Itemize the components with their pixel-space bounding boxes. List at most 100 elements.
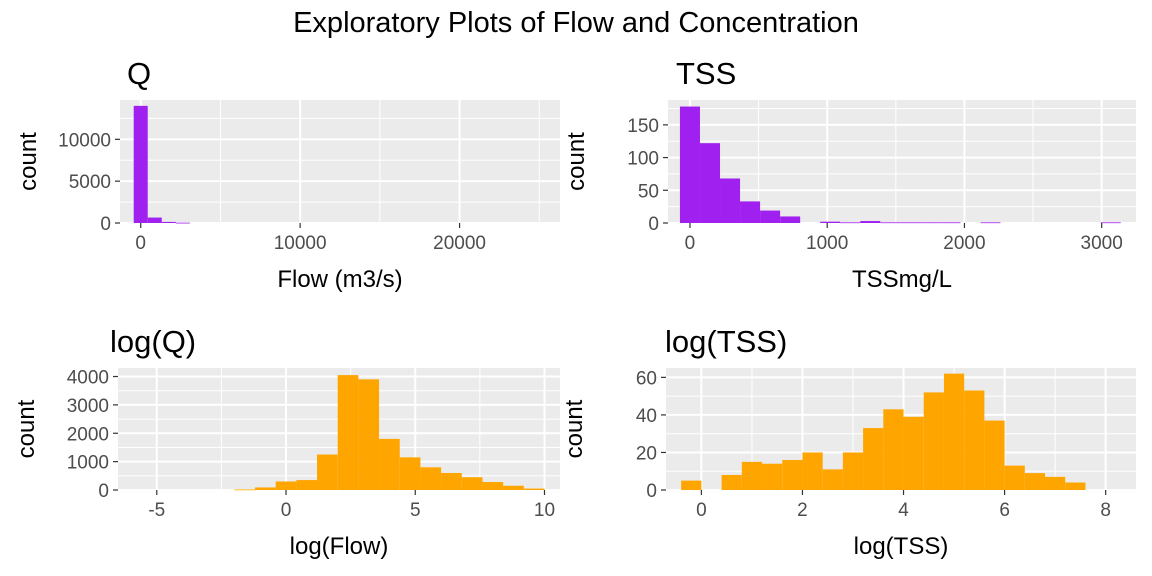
chart4-bar (741, 461, 763, 490)
chart3-bar (523, 488, 545, 490)
chart3-bar (337, 375, 359, 490)
chart1-bar (161, 221, 176, 223)
chart2-y-tick-label: 150 (627, 116, 659, 137)
chart3-y-tick-label: 1000 (67, 453, 109, 474)
chart2-bar (760, 210, 781, 223)
chart2-x-tick-label: 0 (685, 233, 696, 254)
chart3-bar (420, 467, 442, 490)
chart1-y-axis-title: count (15, 132, 42, 191)
chart4-y-tick-label: 20 (636, 443, 657, 464)
chart3-bar (441, 472, 462, 490)
chart2-title: TSS (676, 56, 736, 91)
chart2-bar (840, 222, 861, 224)
chart4-x-tick-label: 0 (696, 500, 707, 521)
chart2-x-tick-label: 1000 (806, 233, 848, 254)
chart1-x-tick-label: 20000 (433, 233, 486, 254)
chart4-bar (923, 392, 944, 490)
chart4-bar (883, 409, 904, 490)
chart4-y-axis-title: count (561, 399, 588, 458)
chart4-bar (863, 428, 884, 490)
chart3-x-axis-title: log(Flow) (290, 533, 389, 560)
chart2-bar (740, 201, 761, 223)
chart2-y-tick-label: 0 (648, 214, 659, 235)
chart4-bar (964, 390, 985, 490)
chart2-y-tick-label: 50 (638, 181, 659, 202)
chart1-y-tick-label: 0 (100, 214, 111, 235)
chart3-title: log(Q) (110, 324, 196, 359)
chart1-y-tick-label: 5000 (69, 172, 111, 193)
chart2-bar (720, 178, 741, 223)
chart4-bar (1065, 482, 1086, 490)
chart3-bar (399, 457, 421, 490)
chart2-bar (940, 222, 961, 224)
chart4-y-tick-label: 60 (636, 368, 657, 389)
chart2-panel: 0 1000 2000 3000 0 50 100 150 TSS TSSmg/L count (563, 56, 1136, 293)
chart1-bar (175, 222, 190, 224)
chart1-panel: 0 10000 20000 0 5000 10000 Q Flow (m3/s) count (15, 56, 560, 293)
chart1-title: Q (127, 56, 151, 91)
chart3-bar (461, 477, 483, 490)
chart1-x-tick-label: 10000 (274, 233, 327, 254)
chart3-bar (275, 481, 297, 490)
chart2-bar (860, 221, 881, 223)
chart4-bar (762, 463, 783, 490)
chart4-y-tick-label: 0 (646, 481, 657, 502)
chart3-bar (482, 482, 504, 490)
chart3-x-tick-label: -5 (148, 500, 165, 521)
chart4-bar (1004, 465, 1025, 490)
chart3-bar (317, 454, 338, 490)
chart3-x-tick-label: 5 (410, 500, 421, 521)
chart4-bar (822, 469, 843, 490)
chart4-bar (842, 452, 864, 490)
chart4-x-axis-title: log(TSS) (854, 533, 949, 560)
chart2-bar (880, 222, 901, 224)
chart1-x-tick-label: 0 (135, 233, 146, 254)
chart4-panel: 0 2 4 6 8 0 20 40 60 log(TSS) log(TSS) count (561, 324, 1136, 560)
chart2-bar (699, 143, 721, 223)
chart2-bar (980, 222, 1001, 224)
chart3-y-tick-label: 4000 (67, 368, 109, 389)
chart4-bar (782, 459, 803, 490)
chart3-bar (234, 489, 255, 491)
chart2-y-axis-title: count (563, 132, 590, 191)
chart1-y-tick-label: 10000 (58, 130, 111, 151)
chart3-bar (254, 487, 276, 490)
chart2-bar (820, 221, 841, 223)
chart2-bar (900, 222, 921, 224)
chart3-bar (296, 480, 318, 490)
figure-title: Exploratory Plots of Flow and Concentrat… (293, 7, 859, 39)
chart4-bar (721, 474, 742, 490)
chart3-bar (379, 438, 400, 490)
chart1-bar (147, 217, 162, 223)
chart4-x-tick-label: 6 (999, 500, 1010, 521)
chart2-x-tick-label: 2000 (943, 233, 985, 254)
chart2-bar (780, 216, 801, 223)
chart3-bar (503, 485, 524, 490)
chart3-y-tick-label: 3000 (67, 396, 109, 417)
chart1-bar (133, 105, 148, 223)
chart4-x-tick-label: 8 (1100, 500, 1111, 521)
chart2-bar (1100, 222, 1121, 224)
chart3-bar (358, 379, 380, 490)
chart2-x-axis-title: TSSmg/L (852, 266, 952, 293)
chart2-x-tick-label: 3000 (1081, 233, 1123, 254)
chart4-bar (984, 420, 1005, 490)
chart2-bar (679, 106, 700, 223)
chart3-x-tick-label: 0 (281, 500, 292, 521)
chart4-bar (903, 416, 924, 490)
chart3-y-tick-label: 2000 (67, 424, 109, 445)
chart2-y-tick-label: 100 (627, 149, 659, 170)
chart4-bar (802, 452, 823, 490)
chart4-bar (1024, 473, 1046, 490)
chart2-bar (920, 222, 941, 224)
chart1-x-axis-title: Flow (m3/s) (277, 266, 402, 293)
chart3-y-tick-label: 0 (98, 481, 109, 502)
chart4-bar (943, 373, 965, 490)
chart4-bar (681, 480, 702, 490)
chart4-y-tick-label: 40 (636, 406, 657, 427)
chart4-x-tick-label: 2 (797, 500, 808, 521)
chart4-bar (1045, 476, 1066, 490)
